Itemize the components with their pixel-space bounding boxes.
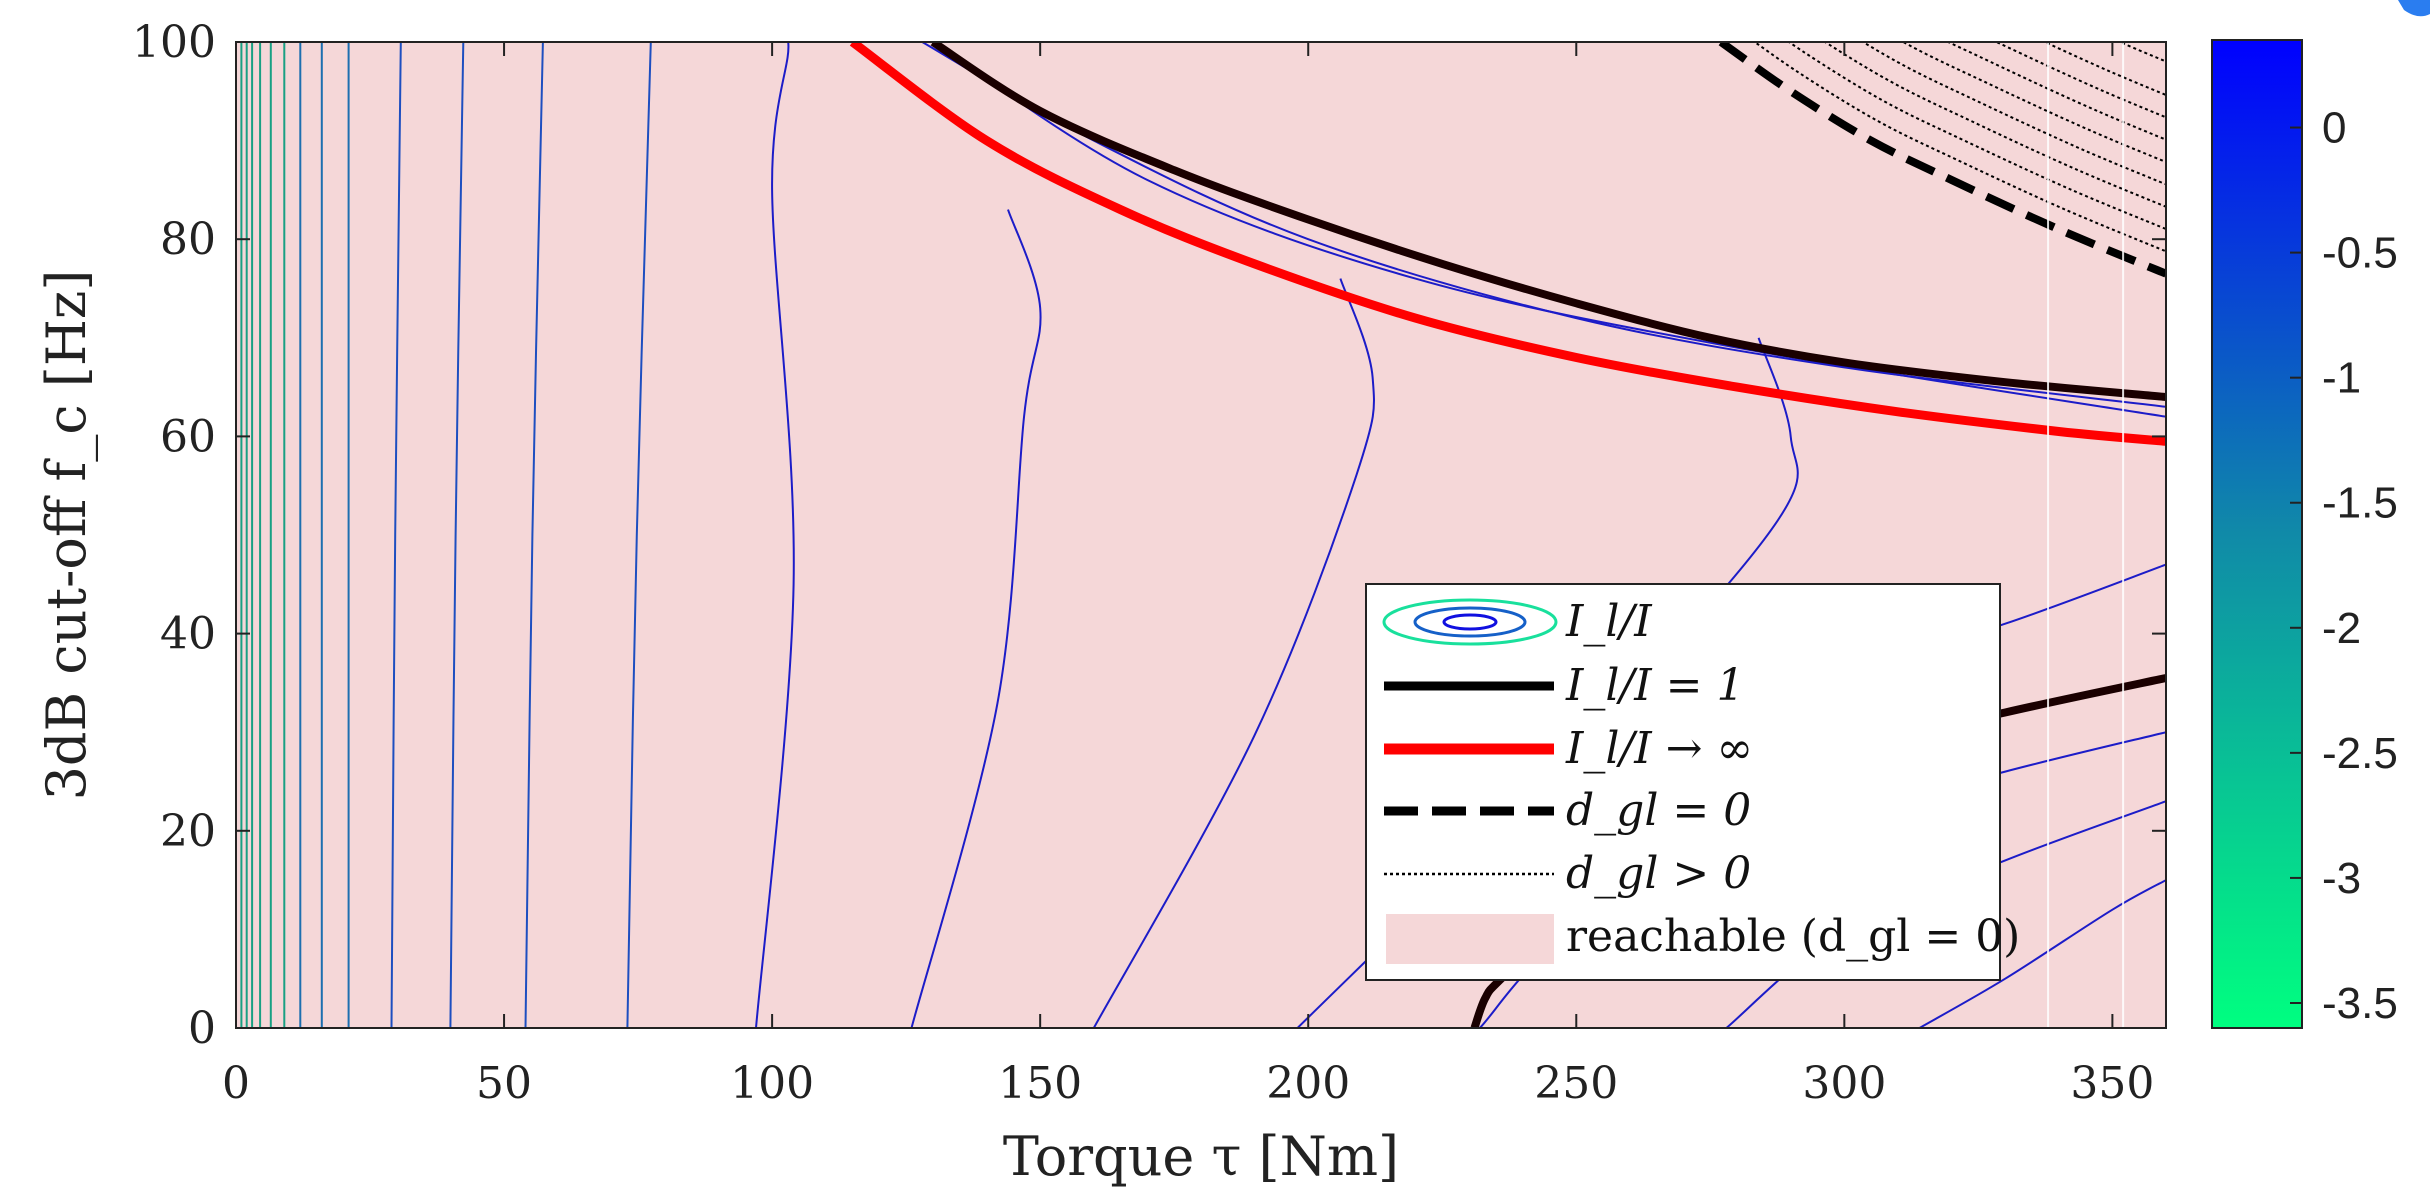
contour-line <box>910 209 1042 1028</box>
legend-text-reachable: reachable (d_gl = 0) <box>1566 911 2020 962</box>
x-axis-label: Torque τ [Nm] <box>1003 1125 1399 1188</box>
y-tick-label: 0 <box>188 1003 216 1054</box>
colorbar-tick-label: -1 <box>2322 354 2361 403</box>
colorbar-tick-label: 0 <box>2322 104 2346 153</box>
y-tick-label: 100 <box>132 17 216 68</box>
contour-line <box>1092 278 1375 1028</box>
colorbar-tick-label: -3.5 <box>2322 979 2398 1028</box>
legend: I_l/I I_l/I = 1 I_l/I → ∞ d_gl = 0 d_gl … <box>1365 583 2020 981</box>
y-tick-label: 80 <box>160 214 216 265</box>
dotted-line <box>1787 42 2166 231</box>
colorbar-tick-label: -1.5 <box>2322 479 2398 528</box>
contour-line <box>524 42 544 1028</box>
legend-text-red: I_l/I → ∞ <box>1565 723 1753 774</box>
contour-line <box>1918 879 2166 1028</box>
contour-lines <box>240 42 2166 1028</box>
x-tick-label: 0 <box>222 1058 250 1109</box>
series-line-il-equal-1 <box>930 42 2166 401</box>
dotted-lines-group <box>1753 42 2166 253</box>
y-tick-label: 40 <box>160 609 216 660</box>
series-line-il-infinity <box>849 42 2166 446</box>
x-tick-label: 50 <box>476 1058 532 1109</box>
legend-text-black: I_l/I = 1 <box>1565 660 1745 711</box>
colorbar-tick-label: -0.5 <box>2322 229 2398 278</box>
legend-text-contour: I_l/I <box>1565 596 1653 647</box>
corner-button-icon[interactable] <box>2398 0 2430 17</box>
contour-line <box>932 42 2166 418</box>
contour-line <box>390 42 402 1028</box>
y-axis-ticks: 0 20 40 60 80 100 <box>132 17 2166 1054</box>
series-line-dgl-zero <box>1718 42 2166 278</box>
legend-text-dashed: d_gl = 0 <box>1566 785 1751 836</box>
y-tick-label: 60 <box>160 411 216 462</box>
y-axis-label: 3dB cut-off f_c [Hz] <box>35 270 98 801</box>
colorbar-tick-label: -2.5 <box>2322 729 2398 778</box>
colorbar-ticks: 0 -0.5 -1 -1.5 -2 -2.5 -3 -3.5 <box>2290 104 2398 1028</box>
legend-contour-icon <box>1382 598 1558 646</box>
colorbar-tick-label: -2 <box>2322 604 2361 653</box>
x-tick-label: 150 <box>998 1058 1082 1109</box>
contour-line <box>449 42 465 1028</box>
x-tick-label: 100 <box>730 1058 814 1109</box>
colorbar-tick-label: -3 <box>2322 854 2361 903</box>
series-lines <box>849 42 2166 1028</box>
x-tick-label: 200 <box>1266 1058 1350 1109</box>
plot-frame <box>235 41 2167 1029</box>
dotted-line <box>1753 42 2166 253</box>
colorbar <box>2211 39 2303 1029</box>
x-tick-label: 350 <box>2070 1058 2154 1109</box>
legend-text-dotted: d_gl > 0 <box>1566 848 1751 899</box>
x-tick-label: 250 <box>1534 1058 1618 1109</box>
y-tick-label: 20 <box>160 806 216 857</box>
contour-line <box>626 42 652 1028</box>
legend-patch-reachable <box>1386 914 1554 964</box>
x-tick-label: 300 <box>1802 1058 1886 1109</box>
x-axis-ticks: 0 50 100 150 200 250 300 350 <box>222 42 2154 1109</box>
